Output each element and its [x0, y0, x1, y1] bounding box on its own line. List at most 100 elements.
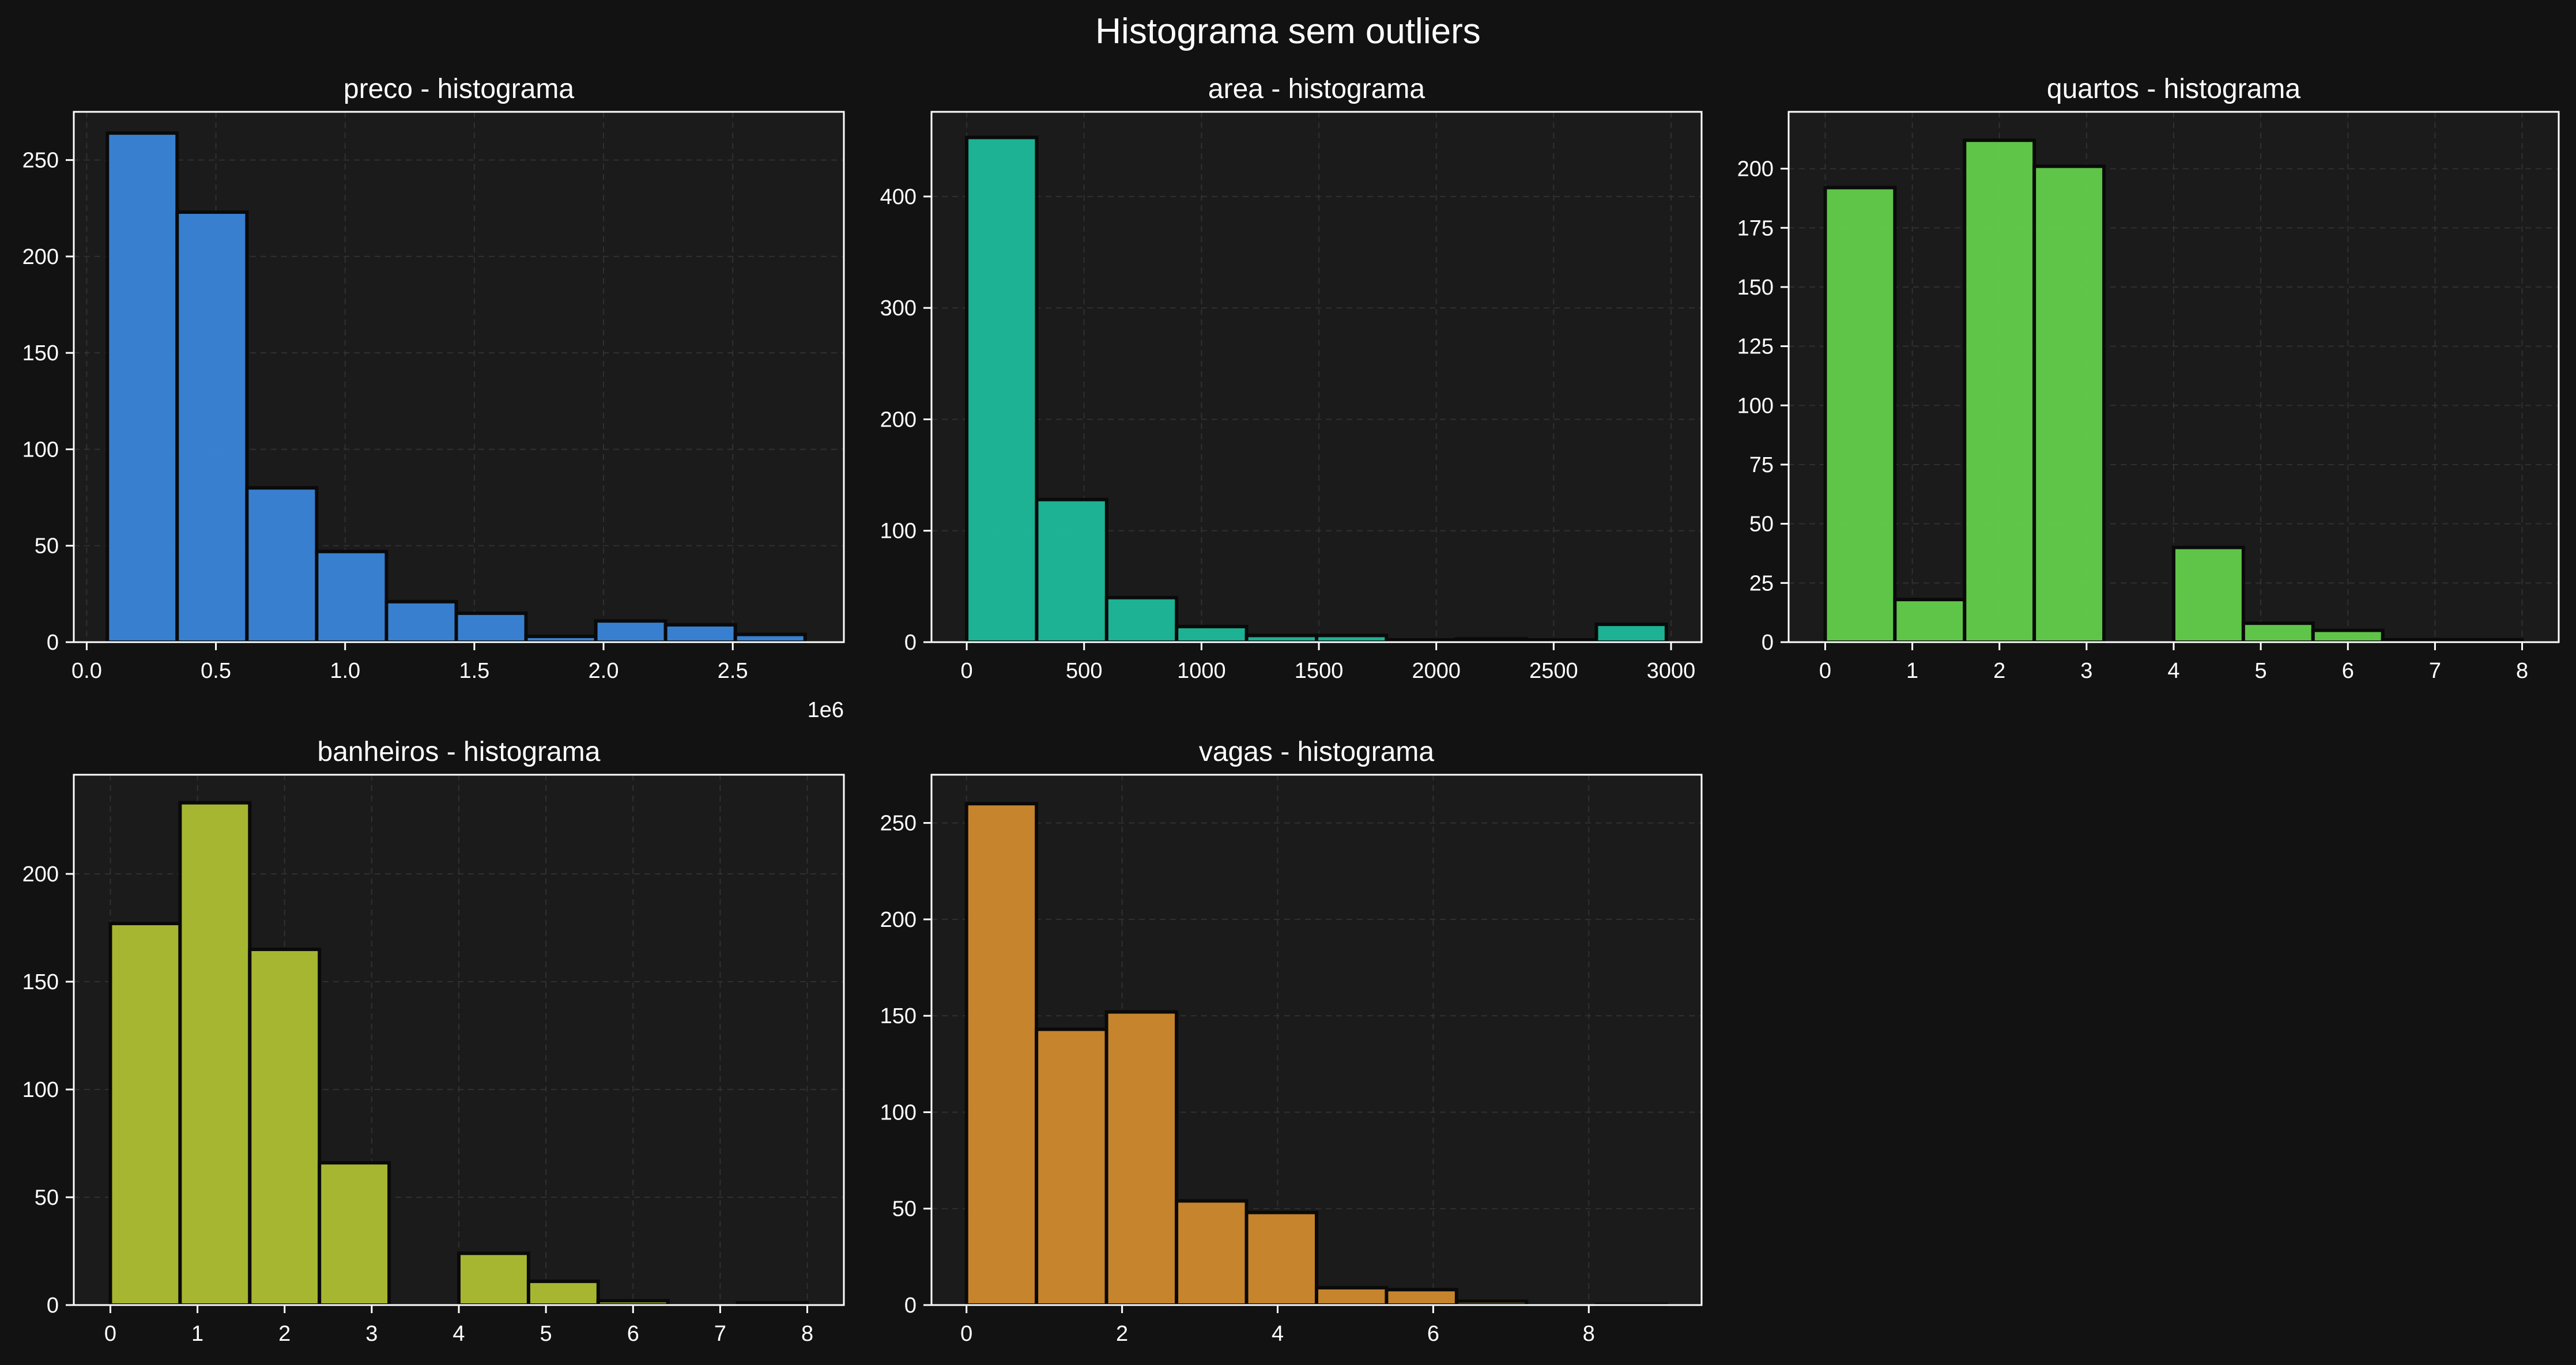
y-tick-label: 200	[22, 245, 59, 269]
y-tick-label: 175	[1737, 216, 1774, 240]
x-tick-label: 8	[801, 1322, 813, 1346]
chart-title: preco - histograma	[344, 74, 574, 104]
histogram-bar	[457, 1251, 530, 1307]
y-tick-label: 300	[880, 296, 917, 320]
x-tick-label: 7	[2429, 659, 2441, 683]
histogram-bar	[245, 486, 319, 644]
x-tick-label: 6	[2342, 659, 2354, 683]
x-offset-text: 1e6	[808, 698, 844, 722]
chart-title: quartos - histograma	[2047, 74, 2301, 104]
y-tick-label: 0	[904, 1294, 917, 1318]
x-tick-label: 2	[1116, 1322, 1128, 1346]
x-tick-label: 0	[961, 659, 973, 683]
histogram-bar	[108, 922, 182, 1307]
histogram-bar	[318, 1161, 391, 1307]
axes-frame	[73, 111, 845, 643]
histogram-bar	[733, 632, 807, 644]
chart-1: 0.0 0.5 1.0 1.5 2.0 2.5 0 50 100 150 200 250 preco -…	[22, 74, 845, 722]
histogram-bar	[2311, 628, 2385, 644]
histogram-bar	[1175, 624, 1249, 644]
x-tick-label: 1.5	[459, 659, 489, 683]
x-tick-label: 7	[714, 1322, 726, 1346]
chart-title: area - histograma	[1208, 74, 1425, 104]
x-tick-label: 0	[960, 1322, 972, 1346]
axes-frame	[930, 111, 1703, 643]
y-tick-label: 125	[1737, 335, 1774, 359]
y-tick-label: 0	[47, 631, 59, 655]
x-tick-label: 1.0	[330, 659, 360, 683]
histogram-bar	[1244, 634, 1319, 644]
histogram-bar	[315, 549, 389, 644]
histogram-bar	[964, 802, 1039, 1307]
x-tick-label: 500	[1066, 659, 1102, 683]
y-tick-label: 200	[880, 908, 917, 932]
histogram-bar	[1963, 138, 2036, 644]
chart-4: 0 1 2 3 4 5 6 7 8 0 50 100 150 200 banheiros - histogr…	[22, 737, 845, 1346]
x-tick-label: 5	[2255, 659, 2267, 683]
x-tick-label: 6	[627, 1322, 639, 1346]
histogram-bar	[1104, 1010, 1179, 1307]
y-tick-label: 100	[1737, 394, 1774, 418]
y-tick-label: 250	[22, 149, 59, 173]
axes-frame	[930, 774, 1703, 1306]
x-tick-label: 0	[104, 1322, 116, 1346]
x-tick-label: 1500	[1295, 659, 1344, 683]
x-tick-label: 4	[452, 1322, 465, 1346]
y-tick-label: 200	[22, 862, 59, 887]
x-tick-label: 2000	[1412, 659, 1461, 683]
histogram-bar	[1385, 1288, 1458, 1307]
x-tick-label: 0.5	[201, 659, 231, 683]
histogram-bar	[663, 623, 737, 644]
y-tick-label: 50	[1749, 512, 1774, 537]
x-tick-label: 5	[540, 1322, 552, 1346]
chart-title: vagas - histograma	[1199, 737, 1434, 767]
histogram-bar	[965, 135, 1039, 644]
y-tick-label: 50	[892, 1197, 917, 1221]
chart-3: 0 1 2 3 4 5 6 7 8 0 25 50 75 100 125 150 175 200 quartos -…	[1737, 74, 2560, 683]
x-tick-label: 8	[2516, 659, 2528, 683]
histogram-bar	[524, 634, 598, 644]
y-tick-label: 150	[880, 1004, 917, 1028]
y-tick-label: 150	[22, 341, 59, 365]
y-tick-label: 100	[22, 438, 59, 462]
histogram-bar	[1594, 623, 1668, 644]
y-tick-label: 0	[904, 631, 917, 655]
histogram-bar	[1035, 1027, 1108, 1307]
x-tick-label: 3	[365, 1322, 378, 1346]
chart-5: 0 2 4 6 8 0 50 100 150 200 250 vagas - histograma	[880, 737, 1703, 1346]
histogram-bar	[1823, 186, 1897, 644]
y-tick-label: 200	[1737, 157, 1774, 182]
histogram-bar	[594, 619, 667, 644]
x-tick-label: 1	[1906, 659, 1918, 683]
histogram-bar	[526, 1279, 600, 1307]
x-tick-label: 6	[1427, 1322, 1439, 1346]
y-tick-label: 150	[22, 970, 59, 994]
y-tick-label: 50	[35, 1186, 59, 1210]
histogram-bar	[1315, 1285, 1389, 1307]
y-tick-label: 0	[47, 1294, 59, 1318]
histogram-bar	[248, 947, 322, 1307]
histogram-bar	[2172, 545, 2245, 644]
y-tick-label: 50	[35, 534, 59, 559]
x-tick-label: 3	[2080, 659, 2092, 683]
histogram-bar	[1315, 634, 1389, 644]
x-tick-label: 2500	[1529, 659, 1578, 683]
histogram-bar	[1104, 595, 1179, 644]
chart-title: banheiros - histograma	[318, 737, 601, 767]
histogram-bar	[2032, 164, 2106, 644]
y-tick-label: 100	[880, 1100, 917, 1125]
figure-title: Histograma sem outliers	[1095, 12, 1481, 51]
y-tick-label: 75	[1749, 453, 1774, 477]
x-tick-label: 0	[1819, 659, 1831, 683]
x-tick-label: 1	[191, 1322, 203, 1346]
x-tick-label: 0.0	[71, 659, 102, 683]
histogram-bar	[1244, 1211, 1318, 1307]
x-tick-label: 2.0	[589, 659, 619, 683]
y-tick-label: 250	[880, 812, 917, 836]
histogram-bar	[454, 611, 528, 644]
x-tick-label: 2.5	[718, 659, 748, 683]
x-tick-label: 2	[278, 1322, 291, 1346]
y-tick-label: 150	[1737, 276, 1774, 300]
